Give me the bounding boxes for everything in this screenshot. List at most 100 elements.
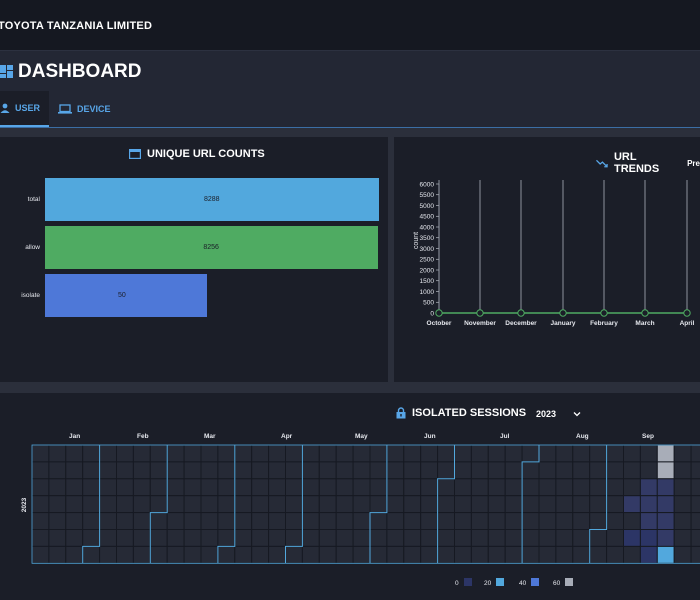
heatmap-cell[interactable] bbox=[504, 545, 523, 564]
heatmap-cell[interactable] bbox=[200, 478, 219, 497]
heatmap-cell[interactable] bbox=[301, 444, 320, 463]
heatmap-cell[interactable] bbox=[690, 529, 700, 547]
heatmap-cell[interactable] bbox=[48, 461, 67, 480]
heatmap-cell[interactable] bbox=[420, 529, 439, 547]
heatmap-cell[interactable] bbox=[639, 478, 658, 497]
heatmap-cell[interactable] bbox=[183, 461, 202, 480]
heatmap-cell[interactable] bbox=[335, 444, 354, 463]
heatmap-cell[interactable] bbox=[82, 444, 101, 463]
heatmap-cell[interactable] bbox=[335, 461, 354, 480]
heatmap-cell[interactable] bbox=[251, 512, 270, 530]
heatmap-cell[interactable] bbox=[65, 478, 84, 497]
tab-user[interactable]: USER bbox=[0, 91, 49, 127]
heatmap-cell[interactable] bbox=[234, 461, 253, 480]
heatmap-cell[interactable] bbox=[521, 529, 540, 547]
heatmap-cell[interactable] bbox=[623, 512, 641, 530]
heatmap-cell[interactable] bbox=[251, 529, 270, 547]
heatmap-cell[interactable] bbox=[234, 478, 253, 497]
heatmap-cell[interactable] bbox=[318, 512, 337, 530]
heatmap-cell[interactable] bbox=[82, 478, 101, 497]
heatmap-cell[interactable] bbox=[403, 461, 422, 480]
heatmap-cell[interactable] bbox=[538, 512, 557, 530]
heatmap-cell[interactable] bbox=[116, 495, 134, 514]
heatmap-cell[interactable] bbox=[166, 529, 185, 547]
heatmap-cell[interactable] bbox=[82, 461, 101, 480]
heatmap-cell[interactable] bbox=[639, 512, 658, 530]
heatmap-cell[interactable] bbox=[149, 529, 168, 547]
heatmap-cell[interactable] bbox=[318, 461, 337, 480]
heatmap-cell[interactable] bbox=[82, 512, 101, 530]
heatmap-cell[interactable] bbox=[217, 461, 236, 480]
heatmap-cell[interactable] bbox=[217, 478, 236, 497]
heatmap-cell[interactable] bbox=[487, 512, 506, 530]
heatmap-cell[interactable] bbox=[555, 529, 574, 547]
heatmap-cell[interactable] bbox=[420, 461, 439, 480]
heatmap-cell[interactable] bbox=[369, 512, 388, 530]
heatmap-cell[interactable] bbox=[132, 495, 151, 514]
heatmap-cell[interactable] bbox=[555, 444, 574, 463]
heatmap-cell[interactable] bbox=[318, 444, 337, 463]
heatmap-cell[interactable] bbox=[31, 461, 50, 480]
heatmap-cell[interactable] bbox=[386, 529, 405, 547]
heatmap-cell[interactable] bbox=[99, 461, 117, 480]
heatmap-cell[interactable] bbox=[639, 545, 658, 564]
trend-data-point[interactable] bbox=[476, 309, 484, 317]
heatmap-cell[interactable] bbox=[454, 495, 472, 514]
heatmap-cell[interactable] bbox=[437, 529, 456, 547]
heatmap-cell[interactable] bbox=[352, 529, 371, 547]
heatmap-cell[interactable] bbox=[386, 444, 405, 463]
heatmap-cell[interactable] bbox=[538, 478, 557, 497]
heatmap-cell[interactable] bbox=[403, 545, 422, 564]
heatmap-cell[interactable] bbox=[335, 529, 354, 547]
heatmap-cell[interactable] bbox=[420, 512, 439, 530]
heatmap-cell[interactable] bbox=[589, 512, 608, 530]
heatmap-cell[interactable] bbox=[673, 512, 692, 530]
heatmap-cell[interactable] bbox=[369, 529, 388, 547]
heatmap-cell[interactable] bbox=[572, 529, 591, 547]
heatmap-cell[interactable] bbox=[572, 461, 591, 480]
bar-total[interactable] bbox=[45, 178, 379, 221]
heatmap-cell[interactable] bbox=[31, 529, 50, 547]
heatmap-cell[interactable] bbox=[639, 461, 658, 480]
heatmap-cell[interactable] bbox=[521, 545, 540, 564]
heatmap-cell[interactable] bbox=[606, 545, 624, 564]
heatmap-cell[interactable] bbox=[82, 529, 101, 547]
heatmap-cell[interactable] bbox=[538, 444, 557, 463]
heatmap-cell[interactable] bbox=[285, 461, 303, 480]
heatmap-cell[interactable] bbox=[217, 529, 236, 547]
heatmap-cell[interactable] bbox=[403, 495, 422, 514]
heatmap-cell[interactable] bbox=[200, 529, 219, 547]
heatmap-cell[interactable] bbox=[369, 461, 388, 480]
heatmap-cell[interactable] bbox=[690, 444, 700, 463]
heatmap-cell[interactable] bbox=[48, 495, 67, 514]
heatmap-cell[interactable] bbox=[555, 545, 574, 564]
heatmap-cell[interactable] bbox=[251, 444, 270, 463]
heatmap-cell[interactable] bbox=[285, 495, 303, 514]
heatmap-cell[interactable] bbox=[639, 495, 658, 514]
heatmap-cell[interactable] bbox=[673, 495, 692, 514]
heatmap-cell[interactable] bbox=[656, 545, 675, 564]
heatmap-cell[interactable] bbox=[183, 545, 202, 564]
heatmap-cell[interactable] bbox=[420, 478, 439, 497]
heatmap-cell[interactable] bbox=[116, 512, 134, 530]
heatmap-cell[interactable] bbox=[656, 495, 675, 514]
heatmap-cell[interactable] bbox=[403, 444, 422, 463]
heatmap-cell[interactable] bbox=[470, 444, 489, 463]
heatmap-cell[interactable] bbox=[606, 461, 624, 480]
heatmap-cell[interactable] bbox=[470, 545, 489, 564]
heatmap-cell[interactable] bbox=[487, 478, 506, 497]
heatmap-cell[interactable] bbox=[639, 444, 658, 463]
heatmap-cell[interactable] bbox=[623, 529, 641, 547]
heatmap-cell[interactable] bbox=[352, 495, 371, 514]
heatmap-cell[interactable] bbox=[352, 545, 371, 564]
heatmap-cell[interactable] bbox=[572, 512, 591, 530]
heatmap-cell[interactable] bbox=[217, 444, 236, 463]
heatmap-cell[interactable] bbox=[589, 478, 608, 497]
heatmap-cell[interactable] bbox=[487, 529, 506, 547]
heatmap-cell[interactable] bbox=[65, 545, 84, 564]
heatmap-cell[interactable] bbox=[437, 545, 456, 564]
heatmap-cell[interactable] bbox=[183, 512, 202, 530]
heatmap-cell[interactable] bbox=[318, 529, 337, 547]
heatmap-cell[interactable] bbox=[82, 545, 101, 564]
heatmap-cell[interactable] bbox=[606, 529, 624, 547]
